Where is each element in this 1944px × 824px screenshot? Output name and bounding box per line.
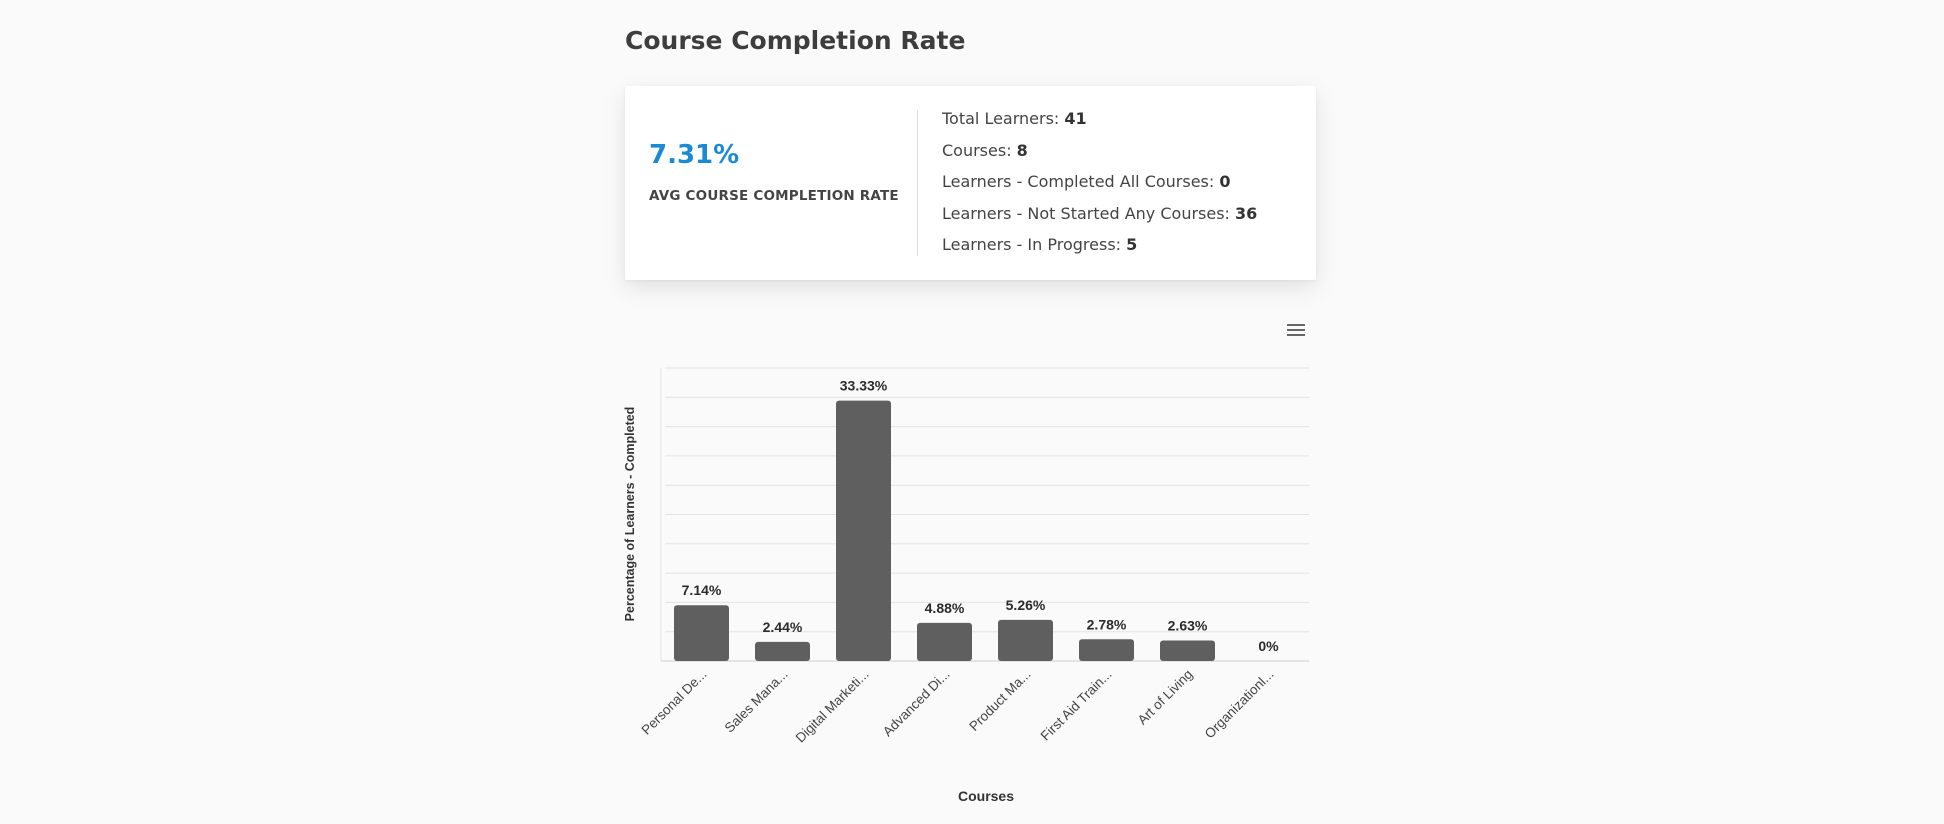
bar <box>998 619 1053 661</box>
page-title: Course Completion Rate <box>625 26 966 55</box>
x-tick-label: Digital Marketi... <box>793 667 872 746</box>
stat-label: Learners - Not Started Any Courses: <box>942 203 1236 223</box>
avg-completion-value: 7.31% <box>649 140 740 170</box>
stat-label: Courses: <box>942 140 1017 160</box>
data-label: 7.14% <box>682 582 722 598</box>
x-tick-label: Product Ma... <box>966 667 1033 734</box>
bar <box>836 400 891 661</box>
x-tick-label: First Aid Train... <box>1038 667 1115 744</box>
stats-list: Total Learners: 41 Courses: 8 Learners -… <box>942 103 1257 261</box>
stat-completed-all: Learners - Completed All Courses: 0 <box>942 166 1257 198</box>
chart-grid <box>660 367 1309 662</box>
stat-in-progress: Learners - In Progress: 5 <box>942 229 1257 261</box>
data-label: 5.26% <box>1006 597 1046 613</box>
x-tick-label: Art of Living <box>1135 667 1196 728</box>
bar <box>674 605 729 661</box>
bar <box>755 641 810 661</box>
data-label: 2.44% <box>763 619 803 635</box>
x-tick-label: Personal De... <box>639 667 710 738</box>
stat-label: Total Learners: <box>942 109 1065 128</box>
y-axis-title: Percentage of Learners - Completed <box>623 407 637 622</box>
avg-completion-block: 7.31% AVG COURSE COMPLETION RATE <box>649 140 899 204</box>
data-label: 33.33% <box>840 378 888 394</box>
stat-courses: Courses: 8 <box>942 135 1257 167</box>
stat-total-learners: Total Learners: 41 <box>942 103 1257 135</box>
stat-value: 5 <box>1126 235 1138 254</box>
data-label: 2.63% <box>1168 617 1208 633</box>
summary-card: 7.31% AVG COURSE COMPLETION RATE Total L… <box>625 86 1316 280</box>
x-tick-label: Advanced Di... <box>880 667 953 740</box>
data-label: 2.78% <box>1087 616 1127 632</box>
stat-value: 0 <box>1219 172 1231 191</box>
chart-menu-button[interactable] <box>1284 318 1308 342</box>
hamburger-menu-icon <box>1287 324 1305 336</box>
bar <box>1079 639 1134 661</box>
bar <box>917 622 972 661</box>
chart-x-ticks: Personal De... Sales Mana... Digital Marke… <box>639 667 1277 746</box>
stat-value: 41 <box>1064 109 1087 128</box>
chart-data-labels: 7.14% 2.44% 33.33% 4.88% 5.26% 2.78% 2.63% 0% <box>682 378 1280 654</box>
stat-not-started: Learners - Not Started Any Courses: 36 <box>942 198 1257 230</box>
x-tick-label: Sales Mana... <box>722 667 791 736</box>
x-axis-title: Courses <box>958 788 1014 804</box>
data-label: 4.88% <box>925 600 965 616</box>
data-label: 0% <box>1258 638 1279 654</box>
bar <box>1160 640 1215 661</box>
chart-bars <box>674 400 1215 661</box>
stat-value: 8 <box>1016 140 1028 160</box>
x-tick-label: Organizationl... <box>1202 667 1277 742</box>
stat-label: Learners - In Progress: <box>942 235 1127 254</box>
avg-completion-label: AVG COURSE COMPLETION RATE <box>649 188 899 204</box>
card-divider <box>917 110 918 256</box>
stat-value: 36 <box>1235 203 1258 223</box>
stat-label: Learners - Completed All Courses: <box>942 172 1220 191</box>
